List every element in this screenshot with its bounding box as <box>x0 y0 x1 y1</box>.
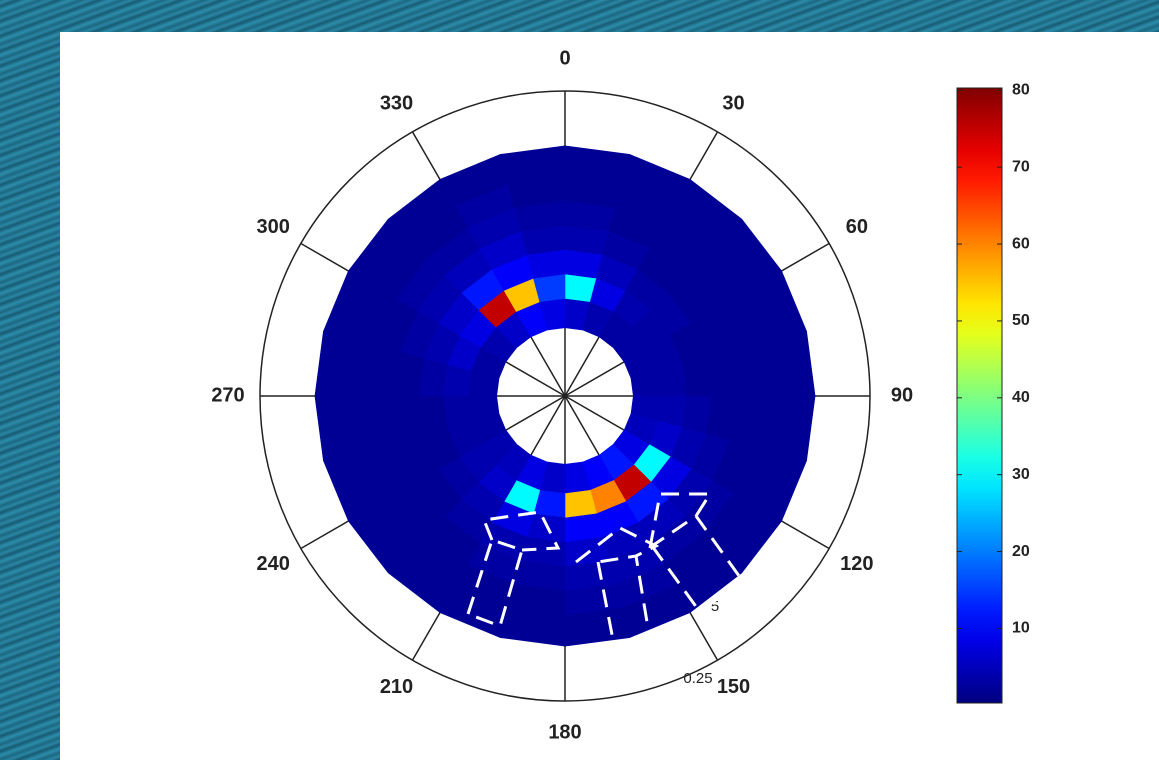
theta-tick-label: 270 <box>211 384 244 406</box>
theta-tick-label: 120 <box>840 553 873 575</box>
theta-tick-label: 150 <box>717 676 750 698</box>
page: 030609012015018021024027030033050.25 102… <box>0 0 1159 760</box>
colorbar-tick-label: 70 <box>1012 158 1030 175</box>
colorbar-tick-label: 80 <box>1012 82 1030 99</box>
radial-label: 0.25 <box>683 670 712 687</box>
colorbar-tick-label: 10 <box>1012 620 1030 637</box>
theta-tick-label: 180 <box>548 721 581 743</box>
colorbar <box>957 88 1002 703</box>
theta-tick-label: 90 <box>891 384 913 406</box>
colorbar-tick-label: 30 <box>1012 466 1030 483</box>
colorbar-tick-label: 40 <box>1012 389 1030 406</box>
theta-tick-label: 30 <box>722 92 744 114</box>
theta-tick-label: 60 <box>846 216 868 238</box>
theta-tick-label: 210 <box>380 676 413 698</box>
colorbar-tick-label: 60 <box>1012 235 1030 252</box>
theta-tick-label: 330 <box>380 92 413 114</box>
chart: 030609012015018021024027030033050.25 102… <box>0 0 1159 760</box>
theta-tick-label: 240 <box>256 553 289 575</box>
theta-tick-label: 300 <box>256 216 289 238</box>
colorbar-tick-label: 20 <box>1012 543 1030 560</box>
theta-tick-label: 0 <box>559 47 570 69</box>
colorbar-tick-label: 50 <box>1012 312 1030 329</box>
